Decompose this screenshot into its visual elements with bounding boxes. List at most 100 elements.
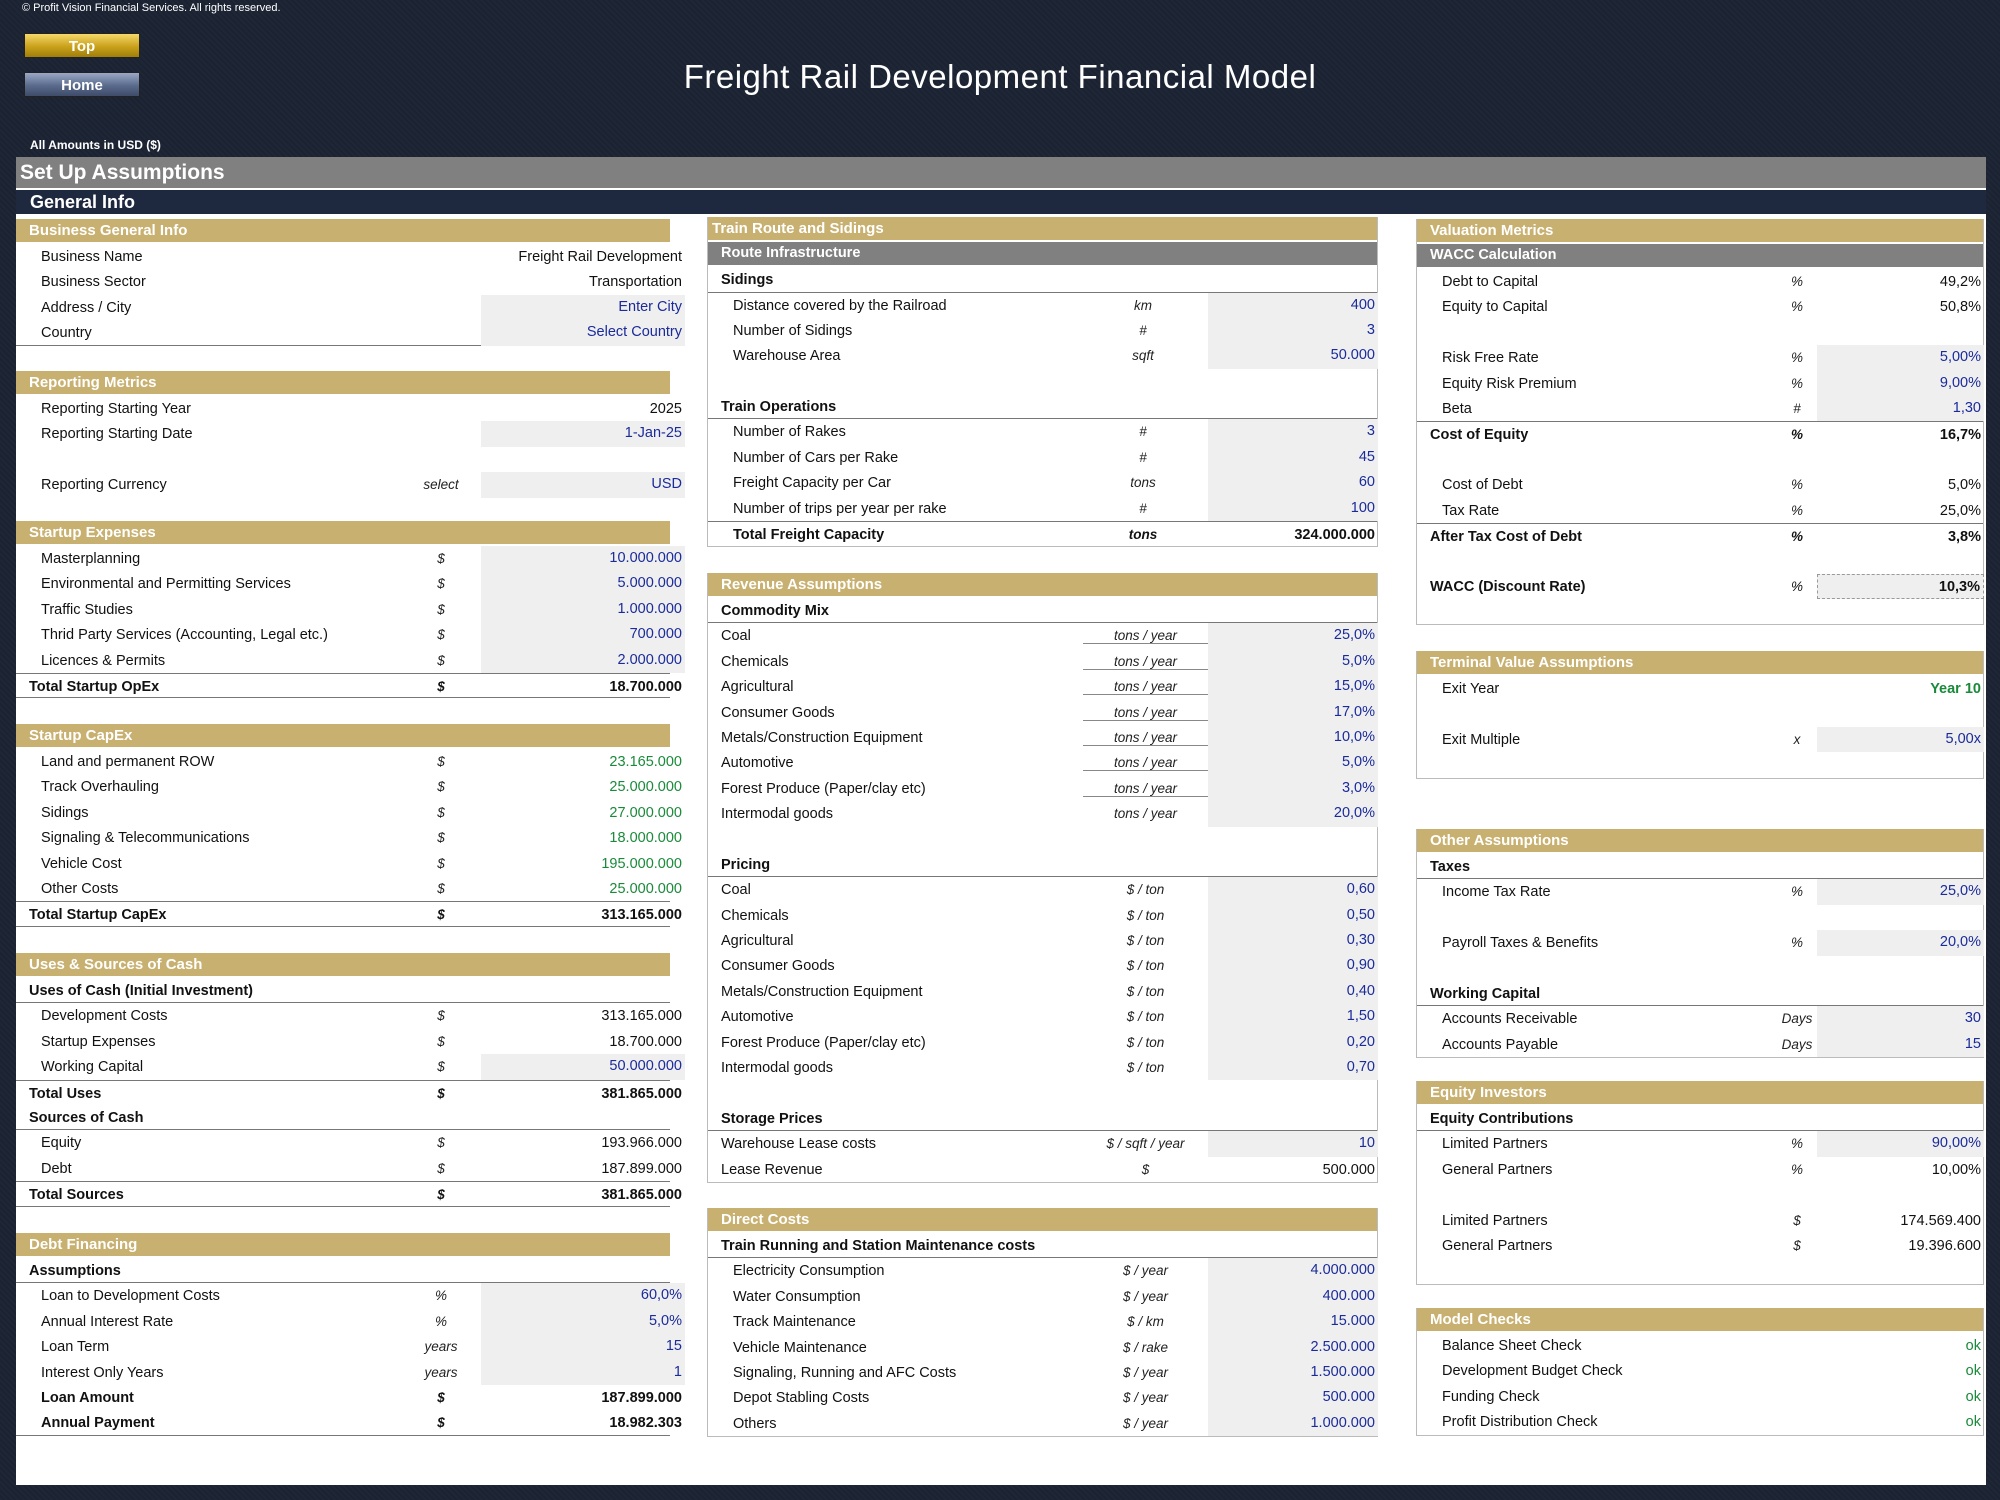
check-row: Balance Sheet Check ok (1417, 1333, 1983, 1358)
business-name-value[interactable]: Freight Rail Development (518, 249, 682, 265)
route-input[interactable]: 3 (1208, 317, 1378, 344)
pricing-input[interactable]: 0,40 (1208, 978, 1378, 1005)
row-unit: $ / km (1127, 1314, 1164, 1330)
beta-input[interactable]: 1,30 (1817, 395, 1984, 422)
section-header: Equity Investors (1417, 1081, 1983, 1104)
mix-input[interactable]: 25,0% (1208, 623, 1378, 649)
home-button[interactable]: Home (24, 72, 140, 97)
expense-input[interactable]: 700.000 (481, 622, 685, 648)
equity-capital-row: Equity to Capital% 50,8% (1417, 294, 1983, 319)
check-row: Funding Check ok (1417, 1384, 1983, 1409)
lease-costs-row: Warehouse Lease costs $ / sqft / year 10 (708, 1131, 1378, 1157)
total-row: Total Startup CapEx $313.165.000 (16, 901, 682, 927)
row-unit: $ / ton (1126, 958, 1165, 974)
wacc-row: WACC (Discount Rate)% 10,3% (1417, 573, 1984, 600)
direct-input[interactable]: 1.000.000 (1208, 1410, 1378, 1437)
business-sector-value[interactable]: Transportation (589, 274, 682, 291)
pricing-input[interactable]: 0,20 (1208, 1029, 1378, 1056)
total-value: 313.165.000 (601, 907, 682, 924)
payroll-input[interactable]: 20,0% (1817, 930, 1984, 956)
row-label: Number of Cars per Rake (733, 449, 899, 466)
working-capital-input[interactable]: 50.000.000 (481, 1054, 685, 1080)
row-unit: % (434, 1313, 447, 1329)
business-sector-row: Business Sector Transportation (16, 269, 682, 294)
mix-input[interactable]: 5,0% (1208, 648, 1378, 675)
row-unit: tons (1130, 475, 1156, 491)
section-header: Train Route and Sidings (708, 217, 1377, 240)
mix-input[interactable]: 5,0% (1208, 750, 1378, 776)
total-value: 381.865.000 (601, 1187, 682, 1204)
route-input[interactable]: 100 (1208, 495, 1378, 521)
mix-input[interactable]: 10,0% (1208, 724, 1378, 751)
pricing-row: Forest Produce (Paper/clay etc) $ / ton 0,… (708, 1029, 1378, 1056)
terminal-value-section: Terminal Value Assumptions Exit Year Year… (1416, 651, 1984, 779)
route-input[interactable]: 400 (1208, 293, 1378, 319)
row-unit: % (1790, 1161, 1803, 1177)
row-unit: $ (437, 1187, 445, 1203)
start-date-input[interactable]: 1-Jan-25 (481, 421, 685, 447)
lp-pct-input[interactable]: 90,00% (1817, 1131, 1984, 1157)
ap-input[interactable]: 15 (1817, 1031, 1984, 1058)
row-label: Total Sources (29, 1187, 124, 1204)
expense-row: Masterplanning $10.000.000 (16, 546, 685, 572)
mix-row: Consumer Goods tons / year 17,0% (708, 699, 1378, 725)
row-label: Intermodal goods (721, 806, 834, 823)
direct-input[interactable]: 400.000 (1208, 1283, 1378, 1310)
row-label: Annual Interest Rate (41, 1313, 174, 1330)
expense-input[interactable]: 1.000.000 (481, 596, 685, 623)
section-header: Terminal Value Assumptions (1417, 651, 1983, 674)
total-sources-row: Total Sources $381.865.000 (16, 1181, 682, 1207)
uses-value: 313.165.000 (601, 1008, 682, 1025)
ar-input[interactable]: 30 (1817, 1006, 1984, 1032)
cost-equity-row: Cost of Equity% 16,7% (1417, 421, 1983, 446)
pricing-input[interactable]: 1,50 (1208, 1004, 1378, 1030)
direct-input[interactable]: 15.000 (1208, 1309, 1378, 1335)
row-unit: $ / year (1122, 1415, 1169, 1431)
row-unit: % (1790, 578, 1803, 594)
pricing-input[interactable]: 0,90 (1208, 953, 1378, 979)
route-input[interactable]: 50.000 (1208, 343, 1378, 369)
expense-input[interactable]: 2.000.000 (481, 647, 685, 673)
erp-input[interactable]: 9,00% (1817, 370, 1984, 396)
amounts-label: All Amounts in USD ($) (30, 138, 161, 152)
direct-input[interactable]: 4.000.000 (1208, 1258, 1378, 1284)
direct-input[interactable]: 500.000 (1208, 1385, 1378, 1411)
currency-select[interactable]: USD (481, 472, 685, 498)
country-select[interactable]: Select Country (481, 320, 685, 346)
debt-input[interactable]: 15 (481, 1334, 685, 1360)
exit-multiple-input[interactable]: 5,00x (1817, 726, 1984, 753)
lease-costs-input[interactable]: 10 (1208, 1131, 1378, 1157)
direct-input[interactable]: 1.500.000 (1208, 1359, 1378, 1386)
route-input[interactable]: 45 (1208, 444, 1378, 471)
expense-input[interactable]: 5.000.000 (481, 571, 685, 597)
mix-input[interactable]: 3,0% (1208, 775, 1378, 802)
mix-input[interactable]: 15,0% (1208, 674, 1378, 700)
city-input[interactable]: Enter City (481, 294, 685, 321)
startup-capex-section: Startup CapEx Land and permanent ROW $23.… (16, 724, 682, 927)
pricing-input[interactable]: 0,50 (1208, 902, 1378, 929)
start-year-value[interactable]: 2025 (649, 401, 682, 417)
expense-row: Traffic Studies $1.000.000 (16, 596, 685, 623)
debt-row: Loan to Development Costs% 60,0% (16, 1283, 685, 1309)
expense-input[interactable]: 10.000.000 (481, 546, 685, 572)
row-unit: $ / ton (1126, 882, 1165, 898)
debt-input[interactable]: 5,0% (481, 1308, 685, 1335)
row-unit: $ (437, 627, 445, 643)
debt-input[interactable]: 60,0% (481, 1283, 685, 1309)
payroll-row: Payroll Taxes & Benefits% 20,0% (1417, 930, 1984, 956)
pricing-input[interactable]: 0,60 (1208, 877, 1378, 903)
route-input[interactable]: 3 (1208, 419, 1378, 445)
risk-free-input[interactable]: 5,00% (1817, 345, 1984, 371)
income-tax-input[interactable]: 25,0% (1817, 879, 1984, 905)
pricing-input[interactable]: 0,30 (1208, 928, 1378, 954)
pricing-input[interactable]: 0,70 (1208, 1055, 1378, 1081)
mix-input[interactable]: 20,0% (1208, 801, 1378, 827)
debt-input[interactable]: 1 (481, 1359, 685, 1385)
mix-subheader: Commodity Mix (708, 598, 1377, 624)
wc-subheader: Working Capital (1417, 981, 1983, 1007)
mix-input[interactable]: 17,0% (1208, 699, 1378, 725)
direct-input[interactable]: 2.500.000 (1208, 1334, 1378, 1360)
row-label: Loan Amount (41, 1389, 134, 1406)
top-button[interactable]: Top (24, 33, 140, 58)
route-input[interactable]: 60 (1208, 470, 1378, 496)
